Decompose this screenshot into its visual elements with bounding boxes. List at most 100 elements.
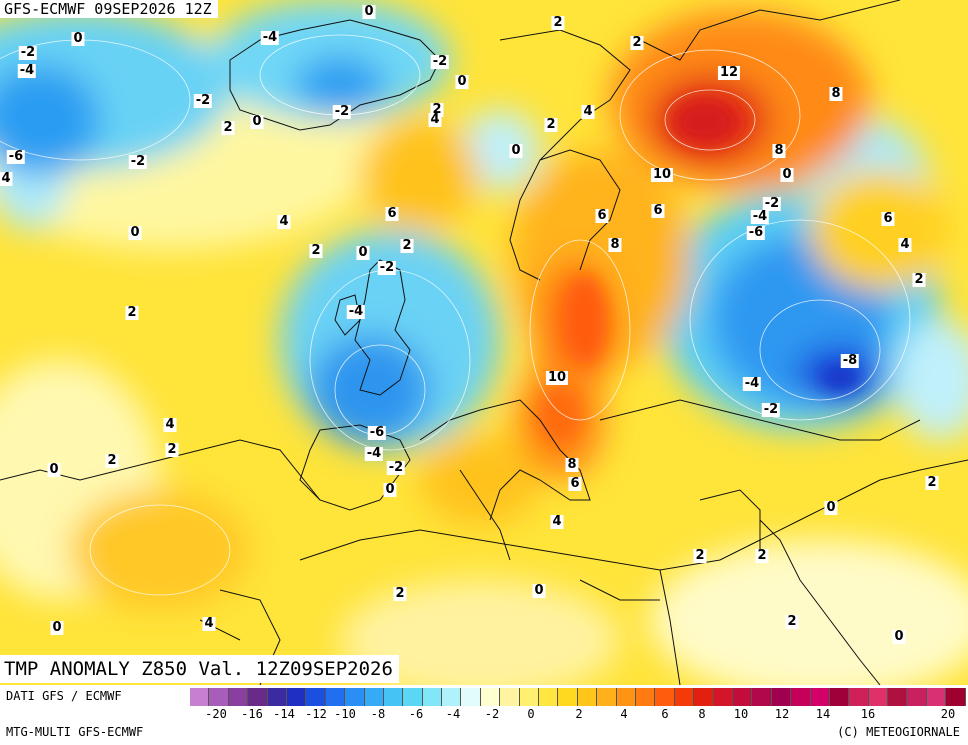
color-swatch bbox=[926, 688, 947, 706]
contour-label: -4 bbox=[346, 304, 366, 319]
contour-label: 2 bbox=[105, 453, 119, 468]
model-run-header: GFS-ECMWF 09SEP2026 12Z bbox=[0, 0, 218, 18]
scale-tick-label: 0 bbox=[527, 707, 535, 721]
anomaly-map bbox=[0, 0, 968, 685]
scale-tick-label: 4 bbox=[620, 707, 628, 721]
color-swatch bbox=[829, 688, 850, 706]
contour-label: 4 bbox=[550, 514, 564, 529]
contour-label: 2 bbox=[785, 614, 799, 629]
color-swatch bbox=[655, 688, 675, 706]
scale-tick-label: 14 bbox=[815, 707, 831, 721]
contour-label: 6 bbox=[651, 203, 665, 218]
scale-tick-label: 12 bbox=[774, 707, 790, 721]
contour-label: 4 bbox=[163, 417, 177, 432]
color-swatch bbox=[422, 688, 443, 706]
contour-label: -2 bbox=[762, 196, 782, 211]
color-swatch bbox=[364, 688, 384, 706]
contour-label: -4 bbox=[364, 446, 384, 461]
contour-label: 2 bbox=[393, 586, 407, 601]
color-swatch bbox=[480, 688, 501, 706]
contour-label: -4 bbox=[742, 376, 762, 391]
contour-label: 0 bbox=[892, 629, 906, 644]
contour-label: -2 bbox=[18, 45, 38, 60]
contour-label: -2 bbox=[332, 104, 352, 119]
scale-tick-label: 2 bbox=[575, 707, 583, 721]
contour-label: 2 bbox=[755, 548, 769, 563]
contour-label: 6 bbox=[568, 476, 582, 491]
data-source-label: DATI GFS / ECMWF bbox=[6, 689, 122, 703]
contour-label: 2 bbox=[912, 272, 926, 287]
contour-label: 4 bbox=[428, 112, 442, 127]
scale-tick-label: 6 bbox=[661, 707, 669, 721]
contour-label: 0 bbox=[356, 245, 370, 260]
color-swatch bbox=[907, 688, 927, 706]
contour-label: -4 bbox=[17, 63, 37, 78]
color-swatch bbox=[345, 688, 365, 706]
color-swatch bbox=[383, 688, 404, 706]
contour-label: -4 bbox=[750, 209, 770, 224]
scale-tick-label: -20 bbox=[205, 707, 227, 721]
contour-label: 4 bbox=[0, 171, 13, 186]
scale-tick-label: 10 bbox=[733, 707, 749, 721]
color-swatch bbox=[597, 688, 617, 706]
contour-label: 6 bbox=[385, 206, 399, 221]
color-swatch bbox=[403, 688, 423, 706]
color-swatch bbox=[286, 688, 307, 706]
contour-label: -6 bbox=[746, 225, 766, 240]
contour-label: 10 bbox=[545, 370, 569, 385]
contour-label: 0 bbox=[532, 583, 546, 598]
color-swatch bbox=[558, 688, 578, 706]
contour-label: -2 bbox=[761, 402, 781, 417]
scale-tick-label: -4 bbox=[445, 707, 461, 721]
color-swatch bbox=[442, 688, 462, 706]
color-swatch bbox=[810, 688, 830, 706]
color-scale-ticks: -20 -16 -14 -12 -10 -8 -6 -4 -2 0 2 4 6 8 10 12 14 16 20 bbox=[190, 707, 966, 723]
contour-label: 2 bbox=[693, 548, 707, 563]
contour-label: 12 bbox=[717, 65, 741, 80]
contour-label: 4 bbox=[277, 214, 291, 229]
contour-label: 4 bbox=[581, 104, 595, 119]
color-swatch bbox=[674, 688, 695, 706]
color-swatch bbox=[888, 688, 908, 706]
contour-label: 2 bbox=[925, 475, 939, 490]
scale-tick-label: -2 bbox=[484, 707, 500, 721]
contour-label: -2 bbox=[386, 460, 406, 475]
color-swatch bbox=[325, 688, 346, 706]
contour-label: -8 bbox=[840, 353, 860, 368]
contour-label: 0 bbox=[455, 74, 469, 89]
scale-tick-label: -14 bbox=[273, 707, 295, 721]
scale-tick-label: -8 bbox=[370, 707, 386, 721]
contour-label: 2 bbox=[221, 120, 235, 135]
color-swatch bbox=[694, 688, 714, 706]
copyright-label: (C) METEOGIORNALE bbox=[837, 725, 960, 739]
map-title: TMP ANOMALY Z850 Val. 12Z09SEP2026 bbox=[0, 655, 399, 683]
color-swatch bbox=[190, 688, 210, 706]
model-label: MTG-MULTI GFS-ECMWF bbox=[6, 725, 144, 739]
color-swatch bbox=[616, 688, 636, 706]
contour-label: 0 bbox=[383, 482, 397, 497]
contour-label: -4 bbox=[260, 30, 280, 45]
map-canvas bbox=[0, 0, 968, 685]
contour-label: 2 bbox=[400, 238, 414, 253]
contour-label: 8 bbox=[565, 457, 579, 472]
contour-label: 0 bbox=[824, 500, 838, 515]
contour-label: -6 bbox=[367, 425, 387, 440]
contour-label: 0 bbox=[250, 114, 264, 129]
color-swatch bbox=[519, 688, 540, 706]
contour-label: 8 bbox=[829, 86, 843, 101]
contour-label: 2 bbox=[125, 305, 139, 320]
color-swatch bbox=[209, 688, 229, 706]
contour-label: 0 bbox=[50, 620, 64, 635]
contour-label: 6 bbox=[881, 211, 895, 226]
contour-label: -2 bbox=[377, 260, 397, 275]
color-swatch bbox=[539, 688, 559, 706]
contour-label: 0 bbox=[780, 167, 794, 182]
color-swatch bbox=[267, 688, 287, 706]
scale-tick-label: -16 bbox=[241, 707, 263, 721]
color-swatch bbox=[868, 688, 889, 706]
color-swatch bbox=[500, 688, 520, 706]
scale-tick-label: 20 bbox=[940, 707, 956, 721]
contour-label: 0 bbox=[71, 31, 85, 46]
contour-label: 2 bbox=[544, 117, 558, 132]
scale-tick-label: -10 bbox=[334, 707, 356, 721]
